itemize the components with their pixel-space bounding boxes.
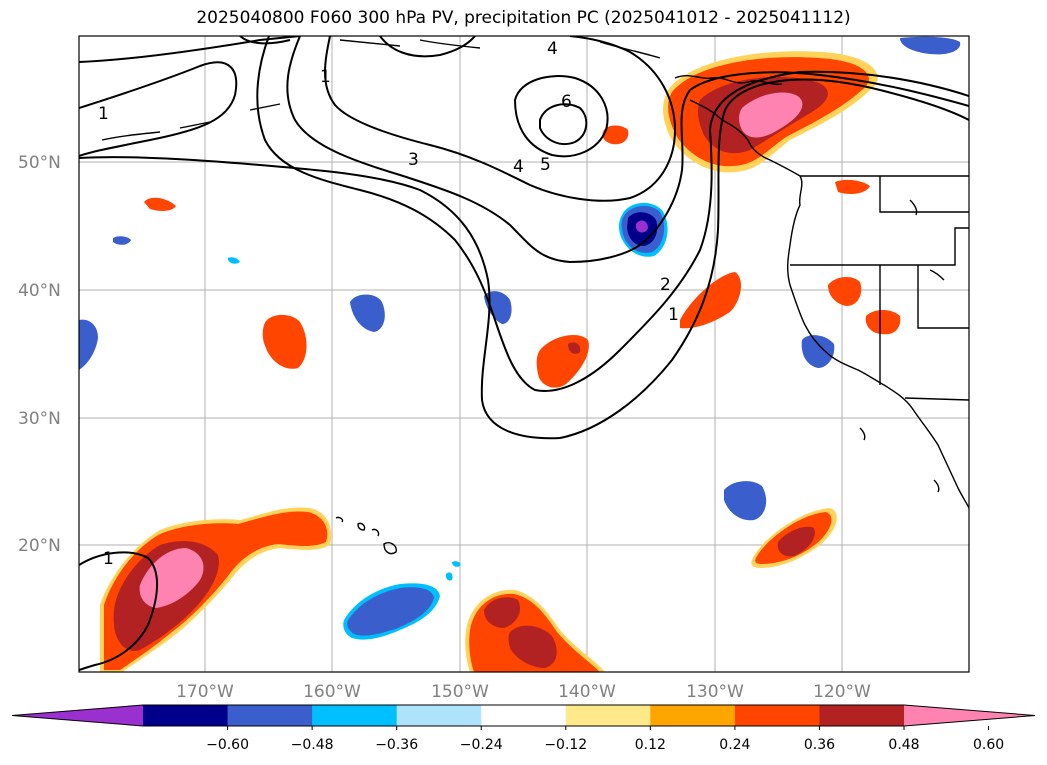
contour-label: 2 xyxy=(660,275,671,295)
colorbar-swatch xyxy=(650,705,736,726)
colorbar-swatch xyxy=(734,705,820,726)
precip-positive xyxy=(100,51,901,672)
colorbar-outline xyxy=(11,704,1036,727)
lon-label: 140°W xyxy=(558,682,616,702)
colorbar-tick-label: −0.24 xyxy=(460,737,503,753)
pv-contour-6 xyxy=(513,75,609,158)
colorbar-extend-low xyxy=(12,705,143,726)
pv-contour-4 xyxy=(286,36,969,264)
lat-label: 40°N xyxy=(18,281,61,301)
contour-label: 4 xyxy=(513,157,524,177)
pv-contour-2 xyxy=(256,36,969,392)
coastlines xyxy=(674,75,969,509)
colorbar-swatch xyxy=(565,705,651,726)
pv-contour-1-north xyxy=(79,61,238,157)
lon-label: 170°W xyxy=(176,682,234,702)
colorbar-swatch xyxy=(819,705,905,726)
contour-label: 5 xyxy=(540,155,551,175)
colorbar-extend-high xyxy=(904,705,1035,726)
pv-contour-1-sw xyxy=(79,551,159,671)
contour-label: 1 xyxy=(98,104,109,124)
contour-label: 3 xyxy=(408,150,419,170)
colorbar-swatch xyxy=(396,705,482,726)
pv-contour-6b xyxy=(539,103,588,146)
colorbar-tick-label: 0.60 xyxy=(973,737,1004,753)
colorbar-swatch xyxy=(481,705,567,726)
lon-label: 120°W xyxy=(813,682,871,702)
colorbar-tick-label: 0.36 xyxy=(804,737,835,753)
map-frame xyxy=(78,35,970,673)
lat-label: 30°N xyxy=(18,409,61,429)
colorbar-tick-label: −0.48 xyxy=(291,737,334,753)
colorbar-tick-label: 0.12 xyxy=(635,737,666,753)
colorbar: −0.60 −0.48 −0.36 −0.24 −0.12 0.12 0.24 0.36 0.4… xyxy=(11,704,1036,753)
pv-contours xyxy=(79,36,969,671)
map-title: 2025040800 F060 300 hPa PV, precipitatio… xyxy=(196,8,851,28)
contour-label: 1 xyxy=(320,67,331,87)
colorbar-tick-label: −0.60 xyxy=(206,737,249,753)
longitude-labels: 170°W 160°W 150°W 140°W 130°W 120°W xyxy=(176,682,871,702)
contour-label: 1 xyxy=(668,305,679,325)
colorbar-tick-label: −0.36 xyxy=(375,737,418,753)
contour-label: 1 xyxy=(103,549,114,569)
colorbar-tick-label: 0.24 xyxy=(719,737,750,753)
colorbar-swatch xyxy=(143,705,229,726)
pv-contour-3 xyxy=(79,78,969,440)
lon-label: 150°W xyxy=(431,682,489,702)
precip-negative xyxy=(79,36,961,640)
colorbar-swatch xyxy=(312,705,398,726)
latitude-labels: 50°N 40°N 30°N 20°N xyxy=(18,153,61,556)
contour-labels: 1 3 4 5 6 4 2 1 1 1 xyxy=(98,39,679,569)
contour-label: 4 xyxy=(547,39,558,59)
contour-label: 6 xyxy=(561,92,572,112)
colorbar-tick-label: 0.48 xyxy=(888,737,919,753)
lon-label: 160°W xyxy=(303,682,361,702)
lat-label: 20°N xyxy=(18,536,61,556)
pv-contour-5 xyxy=(324,36,677,202)
colorbar-tick-label: −0.12 xyxy=(544,737,587,753)
lon-label: 130°W xyxy=(686,682,744,702)
north-america-coast xyxy=(689,99,969,509)
colorbar-swatch xyxy=(227,705,313,726)
lat-label: 50°N xyxy=(18,153,61,173)
islands xyxy=(101,39,940,555)
